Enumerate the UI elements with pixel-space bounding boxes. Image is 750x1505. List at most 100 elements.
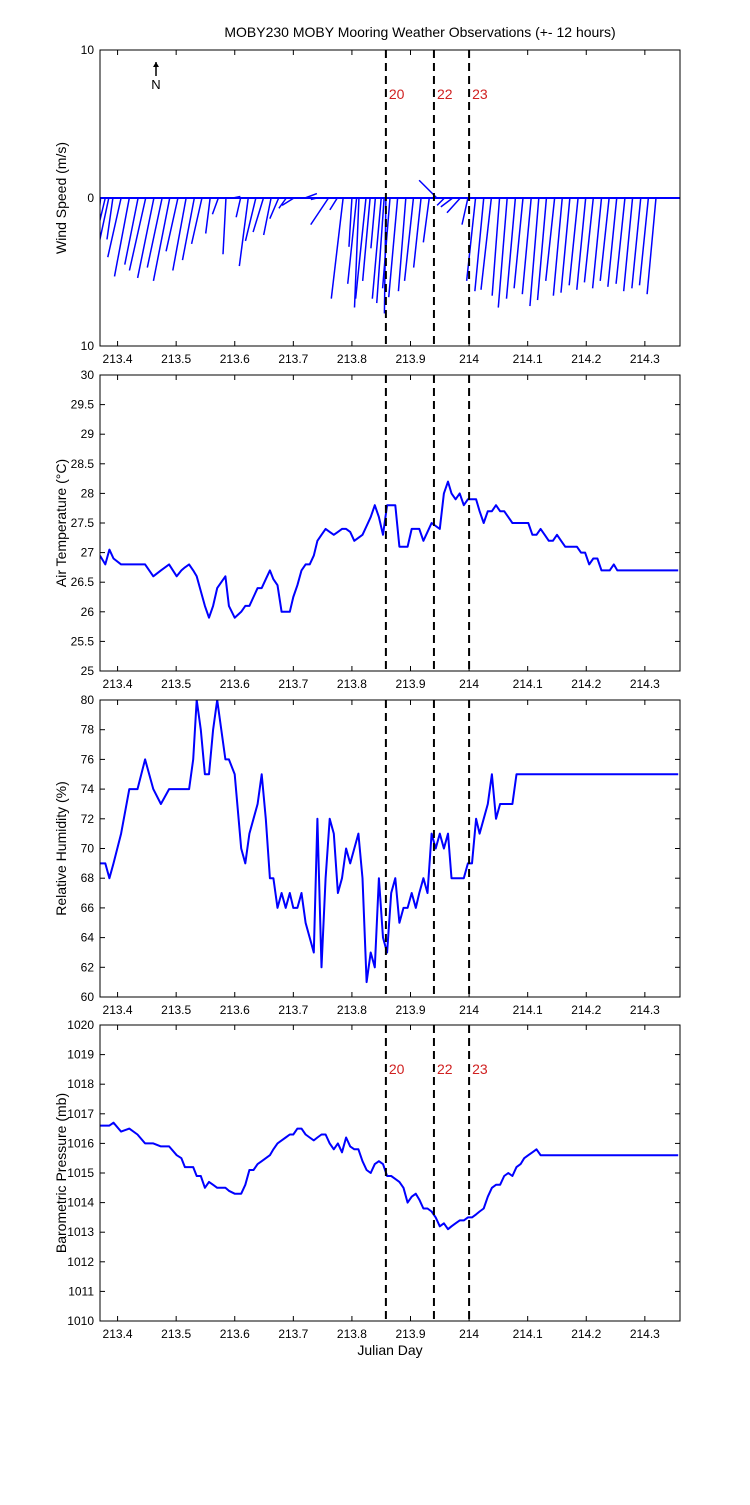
y-tick-label: 1016 (67, 1136, 94, 1150)
wind-vector (505, 197, 517, 299)
north-arrowhead-icon (153, 62, 159, 67)
wind-vector (422, 197, 430, 243)
y-tick-label: 28 (81, 486, 95, 500)
y-tick-label: 78 (81, 723, 95, 737)
y-tick-label: 30 (81, 368, 95, 382)
panel-4: 213.4 213.5 213.6 213.7 213.8 213.9 214 214.1 21… (53, 1018, 681, 1358)
wind-vector (136, 197, 155, 279)
y-tick-label: 29 (81, 427, 95, 441)
wind-vector (381, 197, 391, 289)
x-tick-label: 213.8 (337, 352, 367, 366)
x-tick-label: 214.2 (571, 1327, 601, 1341)
wind-vector (474, 197, 485, 292)
wind-vector (622, 197, 634, 292)
wind-vector (403, 197, 415, 281)
wind-vector (576, 197, 587, 290)
y-tick-label: 1015 (67, 1166, 94, 1180)
x-tick-label: 214.1 (513, 1327, 543, 1341)
x-tick-label: 214.1 (513, 677, 543, 691)
x-tick-label: 213.6 (220, 677, 250, 691)
wind-vector (152, 197, 171, 282)
x-tick-label: 213.9 (395, 1327, 425, 1341)
wind-vector (238, 197, 249, 267)
x-tick-label: 214 (459, 1003, 479, 1017)
data-line (100, 1121, 679, 1231)
panel-2: 213.4 213.5 213.6 213.7 213.8 213.9 214 214.1 21… (53, 368, 681, 691)
wind-vector (124, 197, 139, 265)
wind-vector (638, 197, 650, 286)
x-tick-label: 213.7 (278, 1003, 308, 1017)
wind-vector (497, 197, 508, 308)
wind-vector (591, 197, 603, 289)
y-tick-label: 64 (81, 931, 95, 945)
y-tick-label: 1019 (67, 1048, 94, 1062)
panel-1: 213.4 213.5 213.6 213.7 213.8 213.9 214 214.1 21… (53, 43, 681, 366)
wind-vector (113, 197, 131, 277)
event-marker-label: 22 (437, 1061, 453, 1077)
wind-vector (346, 197, 358, 284)
wind-vector (211, 197, 220, 215)
wind-vector (310, 197, 317, 201)
wind-vector (190, 197, 203, 245)
y-tick-label: 1011 (68, 1284, 94, 1298)
wind-vector (599, 197, 610, 281)
wind-vector (235, 197, 242, 218)
wind-vector (552, 197, 563, 296)
wind-vector (371, 197, 382, 299)
x-tick-label: 213.4 (103, 1327, 133, 1341)
x-tick-label: 214 (459, 352, 479, 366)
wind-vector (387, 197, 399, 298)
wind-vector (100, 197, 107, 224)
wind-vector (172, 197, 187, 271)
y-tick-label: 74 (81, 782, 95, 796)
wind-vector (412, 197, 422, 268)
y-tick-label: 28.5 (71, 457, 95, 471)
y-tick-label: 27.5 (71, 516, 95, 530)
x-tick-label: 213.9 (395, 677, 425, 691)
series (100, 700, 679, 984)
y-tick-label: 27 (81, 546, 95, 560)
x-tick-label: 214.2 (571, 1003, 601, 1017)
wind-vector (436, 197, 446, 206)
x-tick-label: 213.4 (103, 352, 133, 366)
x-tick-label: 213.7 (278, 677, 308, 691)
wind-vector (361, 197, 371, 281)
wind-vector (607, 197, 618, 287)
x-tick-label: 214.1 (513, 352, 543, 366)
y-tick-label: 0 (87, 191, 94, 205)
wind-vector (397, 197, 407, 292)
wind-vector (106, 197, 114, 240)
y-tick-label: 76 (81, 752, 95, 766)
x-tick-label: 213.5 (161, 1327, 191, 1341)
x-tick-label: 214.3 (630, 352, 660, 366)
event-marker-label: 23 (472, 1061, 488, 1077)
wind-vector (370, 197, 377, 249)
y-tick-label: 1018 (67, 1077, 94, 1091)
wind-vector (446, 197, 461, 214)
wind-vector (304, 192, 318, 199)
axes-frame (99, 374, 681, 672)
y-tick-label: 1017 (67, 1107, 94, 1121)
wind-vector (491, 197, 501, 296)
x-tick-label: 213.8 (337, 677, 367, 691)
wind-vector (244, 197, 257, 242)
y-tick-label: 1020 (67, 1018, 94, 1032)
x-tick-label: 214 (459, 1327, 479, 1341)
data-line (100, 700, 679, 984)
x-tick-label: 213.5 (161, 352, 191, 366)
wind-vector (310, 197, 330, 226)
x-tick-label: 214.3 (630, 1327, 660, 1341)
y-tick-label: 10 (81, 43, 95, 57)
wind-vector (615, 197, 626, 284)
wind-vector (545, 197, 556, 281)
x-tick-label: 213.7 (278, 352, 308, 366)
series (100, 480, 679, 619)
y-tick-label: 29.5 (71, 398, 95, 412)
wind-vector (181, 197, 196, 261)
wind-vector (128, 197, 147, 271)
wind-vector (278, 197, 287, 209)
wind-vector (204, 197, 211, 234)
wind-vector (631, 197, 642, 289)
axes-frame (99, 1024, 681, 1322)
